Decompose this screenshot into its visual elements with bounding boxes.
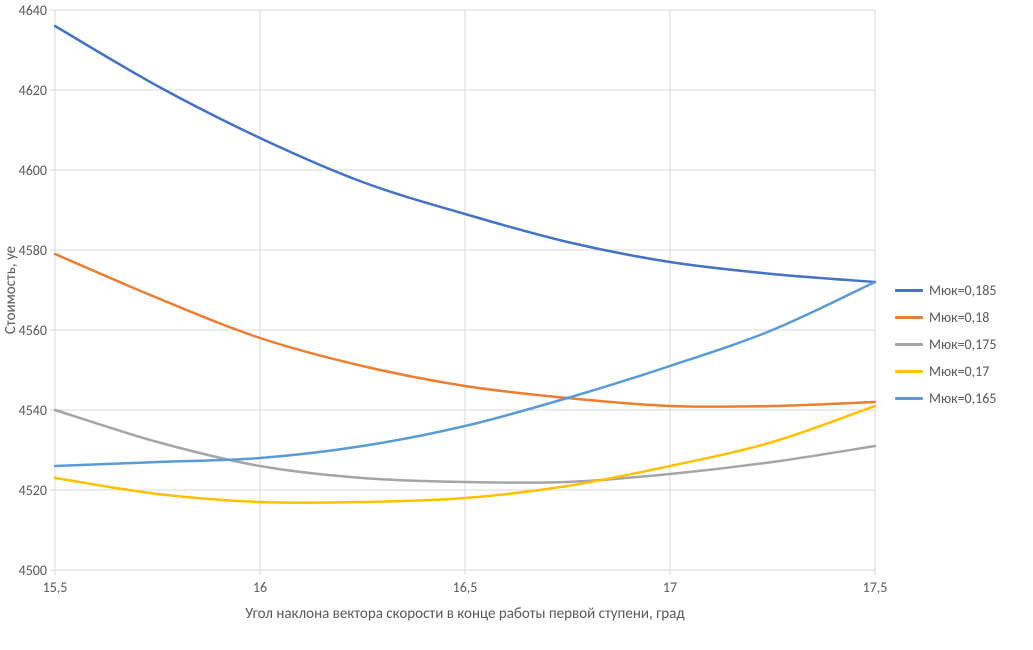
legend-item: Мюк=0,185	[895, 282, 996, 299]
x-tick-label: 17,5	[863, 579, 888, 596]
y-tick-label: 4620	[19, 82, 47, 99]
x-tick-label: 15,5	[43, 579, 68, 596]
x-tick-label: 17	[663, 579, 677, 596]
y-tick-label: 4520	[19, 482, 47, 499]
legend-label: Мюк=0,165	[929, 390, 996, 407]
legend-item: Мюк=0,17	[895, 363, 996, 380]
legend-swatch	[895, 343, 923, 346]
y-axis-title: Стоимость, уе	[2, 246, 20, 334]
legend-label: Мюк=0,175	[929, 336, 996, 353]
y-tick-label: 4600	[19, 162, 47, 179]
legend-item: Мюк=0,18	[895, 309, 996, 326]
legend-label: Мюк=0,18	[929, 309, 989, 326]
legend-swatch	[895, 316, 923, 319]
x-axis-title: Угол наклона вектора скорости в конце ра…	[245, 605, 685, 623]
line-chart: 4500 4520 4540 4560 4580 4600 4620 4640 15,5 16 16…	[0, 0, 1033, 650]
y-tick-label: 4640	[19, 2, 47, 19]
legend-label: Мюк=0,17	[929, 363, 989, 380]
y-tick-label: 4580	[19, 242, 47, 259]
legend-label: Мюк=0,185	[929, 282, 996, 299]
x-tick-label: 16,5	[453, 579, 478, 596]
y-tick-label: 4560	[19, 322, 47, 339]
legend-swatch	[895, 289, 923, 292]
y-tick-label: 4500	[19, 562, 47, 579]
x-tick-label: 16	[253, 579, 267, 596]
legend-item: Мюк=0,175	[895, 336, 996, 353]
legend-item: Мюк=0,165	[895, 390, 996, 407]
y-tick-label: 4540	[19, 402, 47, 419]
legend-swatch	[895, 397, 923, 400]
chart-canvas: 4500 4520 4540 4560 4580 4600 4620 4640 15,5 16 16…	[0, 0, 1033, 650]
legend: Мюк=0,185 Мюк=0,18 Мюк=0,175 Мюк=0,17 Мюк=0,…	[895, 282, 996, 407]
legend-swatch	[895, 370, 923, 373]
